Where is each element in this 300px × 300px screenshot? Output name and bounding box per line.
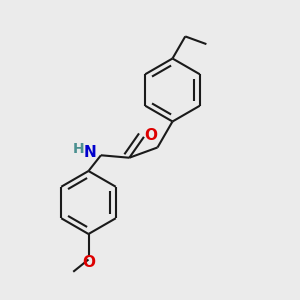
Text: N: N	[83, 146, 96, 160]
Text: H: H	[73, 142, 84, 156]
Text: O: O	[144, 128, 157, 143]
Text: O: O	[82, 255, 95, 270]
